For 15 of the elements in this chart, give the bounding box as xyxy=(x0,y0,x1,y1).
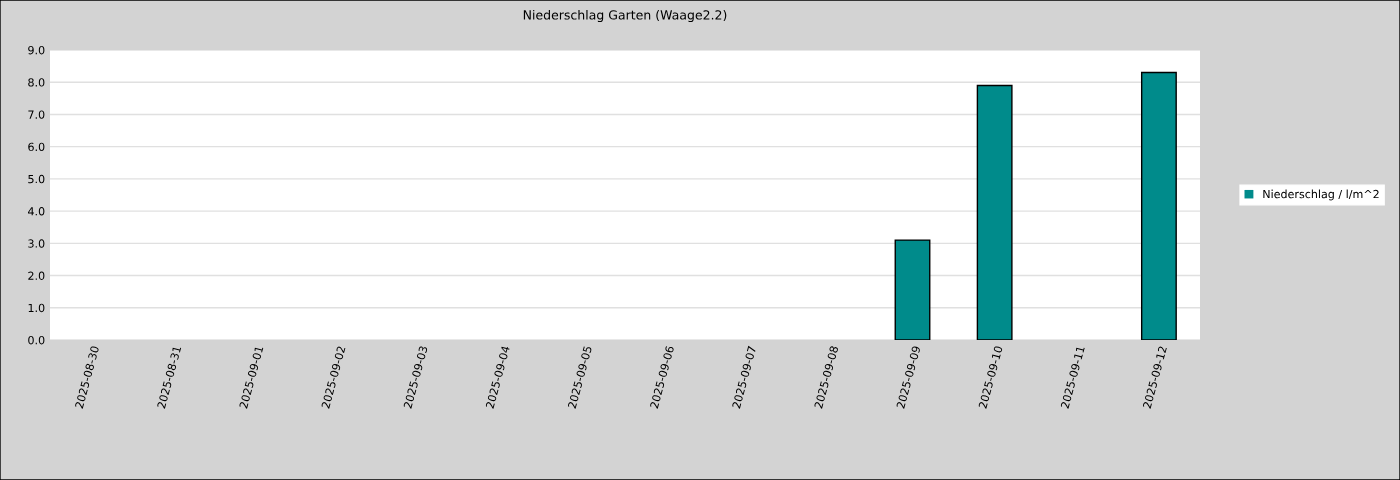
y-tick-label: 2.0 xyxy=(28,271,45,280)
chart-title: Niederschlag Garten (Waage2.2) xyxy=(523,9,727,23)
bar xyxy=(976,84,1013,340)
y-tick-label: 5.0 xyxy=(28,174,45,184)
y-tick-label: 1.0 xyxy=(28,303,45,313)
y-tick-label: 6.0 xyxy=(28,142,45,152)
bar xyxy=(894,239,931,340)
y-tick-label: 3.0 xyxy=(28,239,45,248)
y-tick-label: 9.0 xyxy=(28,45,45,55)
y-tick-label: 8.0 xyxy=(28,78,45,87)
legend-label: Niederschlag / l/m^2 xyxy=(1263,189,1379,201)
bar xyxy=(1140,71,1177,340)
y-tick-label: 4.0 xyxy=(28,207,45,216)
y-tick-label: 7.0 xyxy=(28,110,45,119)
y-tick-label: 0.0 xyxy=(28,335,45,345)
